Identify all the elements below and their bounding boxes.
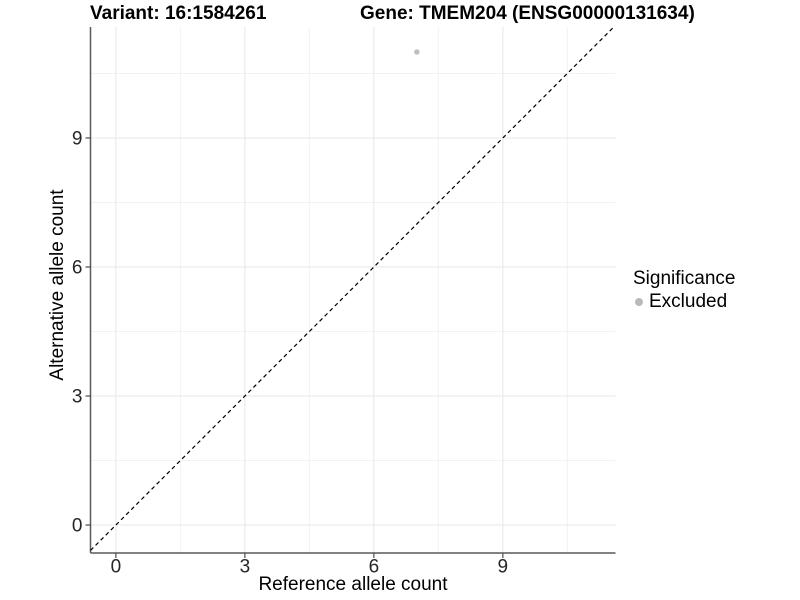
legend: Significance Excluded (633, 267, 735, 313)
x-axis-label: Reference allele count (258, 574, 448, 595)
x-tick-label: 0 (111, 557, 122, 578)
data-point (414, 49, 420, 55)
y-tick-label: 9 (72, 128, 83, 149)
legend-item-label: Excluded (649, 291, 728, 312)
x-tick-label: 9 (498, 557, 509, 578)
x-tick-label: 6 (369, 557, 380, 578)
plot-title-variant: Variant: 16:1584261 (90, 3, 267, 24)
y-axis-label: Alternative allele count (47, 189, 68, 381)
x-tick-label: 3 (240, 557, 251, 578)
legend-title: Significance (633, 268, 736, 289)
y-tick-label: 0 (72, 516, 83, 537)
plot-title-gene: Gene: TMEM204 (ENSG00000131634) (360, 3, 695, 24)
legend-point-icon (635, 297, 643, 306)
identity-dashed-line (90, 26, 615, 551)
y-tick-label: 3 (72, 387, 83, 408)
y-tick-label: 6 (72, 257, 83, 278)
legend-item-excluded: Excluded (635, 290, 735, 313)
